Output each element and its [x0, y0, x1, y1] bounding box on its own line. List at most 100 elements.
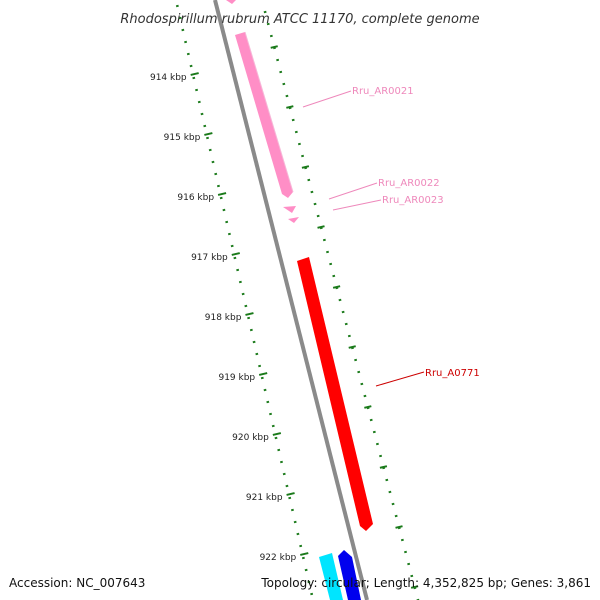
- inner-minor-tick: [222, 208, 226, 212]
- inner-minor-tick: [260, 376, 264, 380]
- inner-minor-tick: [244, 304, 248, 308]
- inner-minor-tick: [307, 580, 311, 584]
- label-rru-a0771[interactable]: Rru_A0771: [425, 368, 480, 379]
- inner-major-tick: [286, 492, 295, 496]
- outer-minor-tick: [347, 334, 351, 338]
- outer-minor-tick: [304, 166, 308, 170]
- inner-minor-tick: [247, 316, 251, 320]
- inner-major-tick: [190, 72, 199, 76]
- inner-minor-tick: [263, 388, 267, 392]
- outer-minor-tick: [404, 550, 408, 554]
- inner-minor-tick: [189, 64, 193, 68]
- kbp-label: 917 kbp: [191, 253, 228, 263]
- inner-minor-tick: [208, 148, 212, 152]
- inner-minor-tick: [277, 448, 281, 452]
- gene-rru-a0771[interactable]: [297, 257, 373, 531]
- kbp-label: 916 kbp: [177, 193, 214, 203]
- outer-minor-tick: [372, 430, 376, 434]
- gene-rru-ar0021[interactable]: [235, 32, 293, 198]
- outer-minor-tick: [338, 298, 342, 302]
- outer-minor-tick: [382, 466, 386, 470]
- outer-minor-tick: [288, 106, 292, 110]
- leader-rru-ar0021: [302, 90, 352, 108]
- outer-minor-tick: [341, 310, 345, 314]
- inner-minor-tick: [195, 88, 199, 92]
- inner-minor-tick: [310, 592, 314, 596]
- outer-minor-tick: [350, 346, 354, 350]
- inner-minor-tick: [249, 328, 253, 332]
- kbp-label: 921 kbp: [246, 493, 283, 503]
- inner-minor-tick: [280, 460, 283, 464]
- outer-minor-tick: [279, 70, 283, 74]
- outer-minor-tick: [407, 562, 411, 566]
- inner-minor-tick: [219, 196, 223, 200]
- label-rru-ar0023[interactable]: Rru_AR0023: [382, 195, 444, 206]
- kbp-label: 918 kbp: [205, 313, 242, 323]
- kbp-label: 919 kbp: [218, 373, 255, 383]
- inner-minor-tick: [184, 40, 188, 44]
- outer-minor-tick: [313, 202, 317, 206]
- inner-minor-tick: [274, 436, 278, 440]
- inner-minor-tick: [178, 16, 182, 20]
- inner-minor-tick: [285, 484, 289, 488]
- outer-minor-tick: [329, 262, 333, 266]
- outer-minor-tick: [335, 286, 339, 290]
- inner-minor-tick: [216, 184, 220, 188]
- outer-major-tick: [317, 225, 325, 229]
- inner-major-tick: [231, 252, 241, 256]
- inner-minor-tick: [293, 520, 297, 524]
- outer-minor-tick: [266, 22, 270, 26]
- gene-cyan[interactable]: [319, 553, 343, 600]
- outer-major-tick: [379, 465, 388, 469]
- inner-minor-tick: [186, 52, 190, 56]
- outer-minor-tick: [307, 178, 311, 182]
- inner-minor-tick: [203, 124, 207, 128]
- gene-rru-ar0022[interactable]: [283, 206, 296, 213]
- kbp-label: 920 kbp: [232, 433, 269, 443]
- leader-rru-ar0023: [332, 199, 382, 211]
- inner-minor-tick: [175, 4, 179, 8]
- gene-blue[interactable]: [338, 550, 361, 600]
- inner-minor-tick: [241, 292, 245, 296]
- gene-rru-ar0023[interactable]: [288, 217, 299, 223]
- outer-minor-tick: [391, 502, 395, 506]
- outer-minor-tick: [344, 322, 348, 326]
- inner-minor-tick: [258, 364, 262, 368]
- inner-minor-tick: [269, 412, 273, 416]
- inner-minor-tick: [290, 508, 294, 512]
- inner-minor-tick: [299, 544, 303, 548]
- kbp-label: 922 kbp: [260, 553, 297, 563]
- leader-rru-a0771: [375, 371, 425, 387]
- gene-rru-ar0021-edge: [244, 31, 294, 193]
- inner-minor-tick: [233, 256, 237, 260]
- kbp-label: 915 kbp: [164, 133, 201, 143]
- label-rru-ar0021[interactable]: Rru_AR0021: [352, 86, 414, 97]
- outer-minor-tick: [413, 586, 417, 590]
- outer-minor-tick: [394, 514, 398, 518]
- outer-minor-tick: [375, 442, 379, 446]
- inner-major-tick: [204, 132, 213, 136]
- outer-minor-tick: [316, 214, 320, 218]
- inner-minor-tick: [266, 400, 270, 404]
- outer-minor-tick: [294, 130, 298, 134]
- outer-minor-tick: [272, 46, 276, 50]
- inner-minor-tick: [238, 280, 242, 284]
- outer-minor-tick: [263, 10, 267, 14]
- outer-major-tick: [395, 525, 403, 529]
- outer-minor-tick: [366, 406, 370, 410]
- outer-major-tick: [364, 405, 372, 409]
- outer-major-tick: [301, 165, 310, 169]
- label-rru-ar0022[interactable]: Rru_AR0022: [378, 178, 440, 189]
- inner-minor-tick: [211, 160, 215, 164]
- inner-minor-tick: [225, 220, 229, 224]
- outer-minor-tick: [369, 418, 373, 422]
- map-title: Rhodospirillum rubrum ATCC 11170, comple…: [120, 12, 479, 27]
- kbp-label-group: 914 kbp 915 kbp 916 kbp 917 kbp 918 kbp 919 k…: [150, 73, 297, 563]
- outer-minor-tick: [379, 454, 383, 458]
- partial-gene-top[interactable]: [226, 0, 236, 4]
- outer-major-tick: [270, 45, 278, 49]
- inner-minor-tick: [288, 496, 292, 500]
- inner-minor-tick: [181, 28, 185, 32]
- inner-minor-tick: [230, 244, 234, 248]
- outer-tick-track: [263, 10, 420, 600]
